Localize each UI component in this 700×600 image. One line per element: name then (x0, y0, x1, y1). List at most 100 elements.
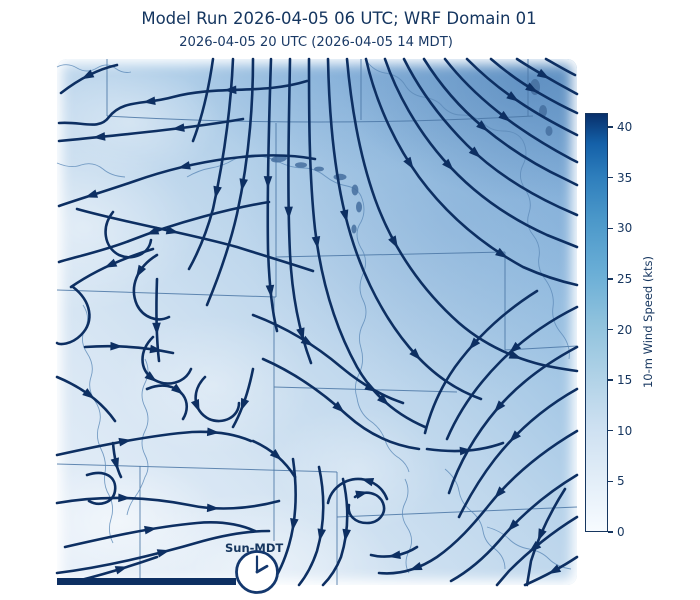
colorbar-tick-label: 20 (617, 322, 633, 337)
flow-arrowhead (409, 561, 423, 571)
flow-arrowhead (239, 178, 248, 192)
flow-arrowhead (508, 341, 522, 354)
colorbar-tick-label: 25 (617, 271, 633, 286)
flow-arrowhead (493, 400, 506, 413)
streamlines (55, 57, 579, 587)
flow-arrowhead (409, 348, 421, 361)
flow-arrowhead (92, 132, 106, 141)
flow-arrowhead (149, 344, 163, 354)
flow-arrowhead (506, 91, 520, 102)
flow-arrowhead (206, 503, 220, 513)
flow-arrowhead (495, 247, 508, 259)
state-borders (56, 59, 578, 585)
flow-arrowhead (468, 337, 481, 350)
flow-arrowhead (377, 393, 390, 406)
flow-arrowhead (213, 185, 222, 199)
flow-arrowhead (142, 96, 156, 106)
flow-arrowhead (104, 258, 118, 268)
flow-arrowhead (508, 350, 522, 359)
colorbar-tick-mark (608, 227, 613, 229)
flow-arrowhead (525, 82, 539, 93)
flow-arrowhead (364, 382, 378, 393)
flow-arrowhead (84, 189, 99, 198)
colorbar-tick-mark (608, 430, 613, 432)
flow-arrowhead (118, 493, 131, 503)
colorbar-tick-label: 5 (617, 474, 625, 489)
flow-arrowhead (223, 85, 237, 95)
flow-arrowhead (537, 528, 547, 542)
flow-arrowhead (136, 264, 147, 278)
colorbar-tick-label: 10 (617, 423, 633, 438)
flow-arrowhead (82, 388, 95, 400)
colorbar-tick-mark (608, 480, 613, 483)
colorbar (585, 113, 608, 532)
flow-arrowhead (156, 549, 170, 558)
flow-arrowhead (240, 397, 250, 412)
flow-arrowhead (494, 486, 506, 499)
flow-arrowhead (110, 457, 119, 471)
flow-arrowhead (206, 427, 220, 437)
flow-arrowhead (165, 225, 179, 235)
flow-arrowhead (263, 176, 273, 189)
colorbar-tick-mark (608, 531, 613, 533)
flow-arrowhead (403, 156, 414, 170)
colorbar-tick-mark (608, 278, 613, 280)
flow-arrowhead (311, 236, 321, 250)
map-overlay: Sun-MDT (55, 57, 579, 594)
flow-arrowhead (144, 525, 158, 535)
flow-arrowhead (476, 120, 489, 132)
page-title: Model Run 2026-04-05 06 UTC; WRF Domain … (141, 9, 537, 28)
flow-arrowhead (152, 322, 161, 336)
flow-arrowhead (171, 123, 185, 132)
colorbar-tick-mark (608, 176, 613, 179)
flow-arrowhead (290, 518, 299, 532)
flow-arrowhead (388, 235, 398, 249)
map-canvas (57, 59, 577, 585)
flow-arrowhead (509, 430, 521, 443)
flow-arrowhead (171, 383, 184, 395)
flow-arrowhead (269, 448, 283, 461)
clock-timezone-label: Sun-MDT (225, 541, 283, 555)
flow-arrowhead (146, 226, 160, 235)
flow-arrowhead (528, 540, 542, 553)
flow-arrowhead (339, 209, 349, 223)
flow-arrowhead (387, 550, 401, 560)
colorbar-tick-label: 40 (617, 120, 633, 134)
flow-arrowhead (548, 564, 562, 575)
flow-arrowhead (265, 284, 275, 298)
colorbar-tick-mark (608, 126, 613, 128)
flow-arrowhead (317, 528, 327, 542)
flow-arrowhead (332, 401, 345, 413)
flow-arrowhead (110, 341, 123, 351)
time-progress-bar (57, 578, 236, 585)
flow-arrowhead (459, 446, 473, 456)
flow-arrowhead (81, 69, 95, 80)
colorbar-label: 10-m Wind Speed (kts) (641, 255, 655, 389)
clock-icon (235, 550, 279, 594)
valid-time-subtitle: 2026-04-05 20 UTC (2026-04-05 14 MDT) (179, 35, 453, 50)
streamline-arrowheads (81, 68, 562, 575)
flow-arrowhead (144, 371, 158, 383)
colorbar-tick-label: 35 (617, 170, 633, 185)
colorbar-tick-mark (608, 379, 613, 381)
flow-arrowhead (360, 477, 375, 487)
flow-arrowhead (114, 566, 128, 575)
clock-hour-hand (255, 564, 269, 574)
colorbar-tick-label: 0 (617, 525, 625, 539)
flow-arrowhead (355, 490, 369, 500)
flow-arrowhead (296, 327, 305, 341)
colorbar-tick-label: 15 (617, 373, 633, 388)
flow-arrowhead (507, 519, 520, 532)
flow-arrowhead (118, 437, 132, 447)
flow-arrowhead (190, 399, 200, 413)
colorbar-tick-mark (608, 328, 613, 331)
flow-arrowhead (177, 161, 191, 170)
flow-arrowhead (498, 110, 511, 122)
flow-arrowhead (342, 528, 351, 542)
flow-arrowhead (468, 146, 481, 158)
flow-arrowhead (442, 158, 454, 171)
flow-arrowhead (536, 68, 550, 79)
flow-arrowhead (284, 206, 293, 220)
flow-arrowhead (300, 335, 314, 347)
